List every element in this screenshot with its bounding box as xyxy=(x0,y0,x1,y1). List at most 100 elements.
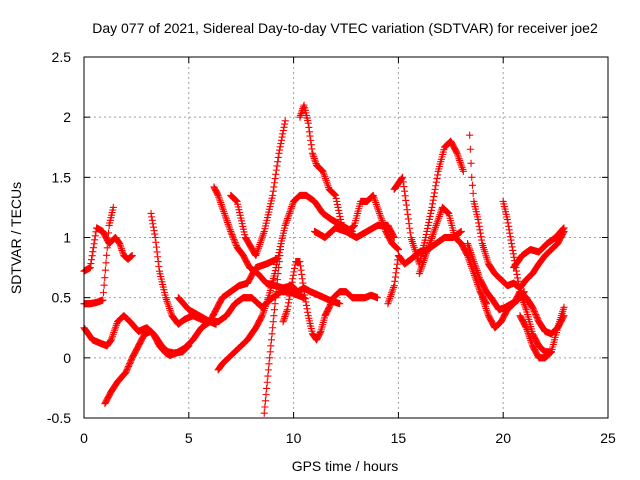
data-point xyxy=(530,308,538,316)
chart-title: Day 077 of 2021, Sidereal Day-to-day VTE… xyxy=(92,20,598,36)
data-point xyxy=(336,212,344,220)
data-point xyxy=(300,101,308,109)
data-point xyxy=(444,209,452,217)
data-point xyxy=(306,132,314,140)
data-point xyxy=(264,211,272,219)
x-tick-label: 0 xyxy=(80,430,88,446)
data-point xyxy=(416,257,424,265)
data-point xyxy=(335,206,343,214)
data-point xyxy=(122,367,131,375)
data-point xyxy=(325,304,333,313)
data-point xyxy=(404,215,412,223)
data-point xyxy=(391,277,399,285)
data-point xyxy=(532,312,540,320)
data-point xyxy=(302,111,311,119)
data-point xyxy=(515,284,523,292)
data-point xyxy=(270,312,278,320)
data-point xyxy=(126,360,134,368)
data-point xyxy=(124,364,132,372)
data-point xyxy=(391,273,399,281)
data-point xyxy=(233,197,241,205)
data-point xyxy=(470,200,479,208)
data-point xyxy=(267,342,275,350)
data-point xyxy=(277,139,285,148)
data-point xyxy=(262,219,270,227)
data-point xyxy=(427,206,435,214)
data-point xyxy=(393,264,401,272)
data-point xyxy=(240,228,248,236)
data-point xyxy=(477,233,485,241)
data-point xyxy=(400,187,409,195)
data-point xyxy=(302,298,310,306)
data-point xyxy=(308,327,316,335)
data-point xyxy=(531,309,539,317)
data-point xyxy=(149,220,157,228)
data-point xyxy=(287,282,296,290)
data-point xyxy=(261,225,269,233)
y-tick-label: 0.5 xyxy=(52,290,72,306)
data-point xyxy=(508,243,516,251)
data-point xyxy=(268,194,276,202)
data-point xyxy=(212,320,220,328)
data-point xyxy=(89,248,97,256)
data-point xyxy=(154,258,162,266)
data-point xyxy=(500,203,508,211)
series-track-19 xyxy=(478,288,568,338)
data-point xyxy=(306,319,314,328)
data-point xyxy=(235,206,243,214)
data-point xyxy=(123,365,131,373)
data-point xyxy=(107,337,115,345)
data-point xyxy=(273,276,281,284)
data-point xyxy=(159,283,167,291)
data-point xyxy=(128,355,136,363)
y-tick-label: 2.5 xyxy=(52,49,72,65)
data-point xyxy=(278,237,286,245)
data-point xyxy=(264,366,272,374)
data-point xyxy=(287,285,295,293)
data-point xyxy=(303,305,311,313)
data-point xyxy=(330,190,338,198)
data-point xyxy=(426,212,434,220)
data-point xyxy=(425,218,433,227)
data-point xyxy=(128,252,136,260)
data-point xyxy=(126,358,134,366)
data-point xyxy=(418,247,427,255)
y-tick-label: 1 xyxy=(63,230,71,246)
data-point xyxy=(506,229,514,237)
data-point xyxy=(474,215,482,223)
data-point xyxy=(336,300,344,308)
data-point xyxy=(281,117,289,125)
data-point xyxy=(280,123,288,131)
data-point xyxy=(305,123,313,132)
data-point xyxy=(298,270,306,279)
data-point xyxy=(502,210,510,218)
data-point xyxy=(102,259,110,267)
y-tick-label: -0.5 xyxy=(47,410,71,426)
data-point xyxy=(280,227,288,235)
series-track-4 xyxy=(101,327,193,408)
data-point xyxy=(406,229,414,237)
data-point xyxy=(286,288,294,297)
y-axis-label: SDTVAR / TECUs xyxy=(8,182,24,294)
x-tick-label: 20 xyxy=(495,430,511,446)
data-point xyxy=(104,229,113,237)
data-point xyxy=(300,288,308,296)
data-point xyxy=(272,288,280,296)
data-point xyxy=(427,209,435,217)
data-point xyxy=(402,201,411,209)
data-point xyxy=(470,197,478,205)
data-point xyxy=(304,308,312,316)
data-point xyxy=(106,216,114,224)
data-point xyxy=(278,133,286,141)
data-point xyxy=(277,136,285,144)
data-point xyxy=(505,222,513,230)
data-point xyxy=(423,227,431,236)
data-point xyxy=(305,317,314,325)
data-point xyxy=(148,216,156,224)
data-point xyxy=(158,278,166,286)
data-point xyxy=(532,310,540,319)
data-point xyxy=(260,227,268,236)
data-point xyxy=(476,226,484,234)
data-point xyxy=(513,270,521,279)
data-point xyxy=(507,236,515,244)
